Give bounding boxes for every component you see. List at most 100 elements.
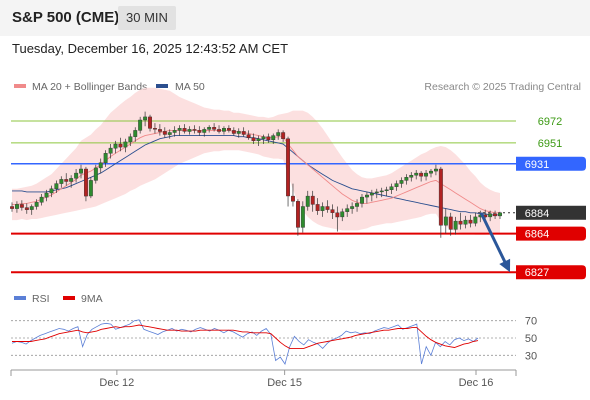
level-6864-tag xyxy=(516,226,586,241)
candle-body xyxy=(434,168,438,172)
candle xyxy=(389,183,394,194)
candle xyxy=(384,186,389,197)
candle xyxy=(261,134,266,144)
copyright-text: Research © 2025 Trading Central xyxy=(424,81,581,93)
ma50-legend-label: MA 50 xyxy=(175,81,205,93)
candle-body xyxy=(493,213,497,217)
level-6827-tag xyxy=(516,265,586,280)
candle xyxy=(103,150,108,167)
rsi-level-label-70: 70 xyxy=(525,316,537,328)
candle-body xyxy=(49,188,54,194)
candle xyxy=(458,212,463,230)
candle-body xyxy=(256,138,261,141)
candle xyxy=(98,158,103,174)
candle-body xyxy=(113,143,118,149)
bollinger-band-fill xyxy=(12,87,500,235)
candle-body xyxy=(404,177,409,181)
candle-body xyxy=(335,212,340,218)
candle-body xyxy=(394,183,399,187)
candle xyxy=(108,143,113,159)
projection-arrow-head xyxy=(499,258,511,273)
candle-body xyxy=(182,128,187,132)
timeframe-badge[interactable]: 30 MIN xyxy=(118,6,176,30)
candle xyxy=(197,126,202,136)
candle xyxy=(212,123,217,132)
candle xyxy=(399,177,404,188)
candle-body xyxy=(157,129,162,132)
candle xyxy=(167,129,172,139)
level-6931-tag xyxy=(516,156,586,171)
candle xyxy=(187,126,192,135)
candle-body xyxy=(266,136,271,140)
projection-layer xyxy=(479,212,511,273)
candle xyxy=(286,136,290,207)
candle xyxy=(152,123,157,134)
candle-body xyxy=(384,189,389,192)
candle-body xyxy=(261,136,266,139)
candle xyxy=(29,204,34,215)
candle xyxy=(305,190,310,211)
candle-body xyxy=(458,220,463,225)
candle xyxy=(394,180,399,191)
level-labels-layer: 6972 6951 6931 6884 6864 6827 xyxy=(516,116,586,280)
candle xyxy=(345,204,350,217)
candle-body xyxy=(330,209,335,213)
candle xyxy=(419,171,424,182)
rsi-level-label-50: 50 xyxy=(525,333,537,345)
candle-body xyxy=(271,135,276,141)
candle-body xyxy=(369,192,374,196)
candle-body xyxy=(118,143,123,148)
candle xyxy=(217,125,222,134)
candle-body xyxy=(83,168,88,197)
candle xyxy=(276,129,281,140)
candle xyxy=(74,168,79,183)
candle xyxy=(182,124,187,134)
candle-body xyxy=(315,204,320,211)
candle-body xyxy=(468,219,473,224)
chart-header: S&P 500 (CME) 30 MIN xyxy=(0,0,590,36)
candle xyxy=(118,137,123,152)
level-6884-tag xyxy=(516,205,586,220)
candle-body xyxy=(162,131,167,135)
candle-body xyxy=(103,153,108,163)
candle xyxy=(157,124,162,136)
candle-body xyxy=(305,195,310,207)
candle xyxy=(448,212,453,236)
candle xyxy=(14,201,19,213)
x-tick-label: Dec 12 xyxy=(99,377,134,389)
candle-body xyxy=(443,216,448,226)
candle xyxy=(246,130,251,140)
candle-body xyxy=(320,206,325,211)
candle xyxy=(424,170,428,181)
candle-body xyxy=(374,191,379,194)
candle xyxy=(468,214,473,228)
main-legend: MA 20 + Bollinger Bands MA 50 Research ©… xyxy=(14,81,581,93)
candle xyxy=(404,174,409,185)
candle xyxy=(162,127,167,138)
candle-body xyxy=(414,172,419,176)
level-6864-label: 6864 xyxy=(525,229,549,241)
candle-body xyxy=(365,194,369,198)
candle xyxy=(429,168,433,178)
candle-body xyxy=(10,206,15,209)
candle xyxy=(369,189,374,202)
chart-datetime: Tuesday, December 16, 2025 12:43:52 AM C… xyxy=(12,41,289,56)
candle-body xyxy=(236,131,241,134)
candle xyxy=(453,216,458,235)
rsi-ma-legend-label: 9MA xyxy=(81,293,103,305)
candle xyxy=(256,135,261,147)
candle-body xyxy=(207,127,212,130)
candle xyxy=(19,200,24,211)
candle xyxy=(79,164,84,179)
projection-arrow-shaft xyxy=(479,212,508,265)
candle-body xyxy=(14,204,19,209)
candle xyxy=(93,164,98,184)
level-6951-label: 6951 xyxy=(538,138,562,150)
candle xyxy=(281,130,286,142)
candle xyxy=(221,126,226,135)
candle xyxy=(202,127,207,137)
candle-body xyxy=(192,129,197,131)
candle-body xyxy=(429,170,433,174)
candle xyxy=(34,199,39,210)
candle xyxy=(123,138,128,153)
